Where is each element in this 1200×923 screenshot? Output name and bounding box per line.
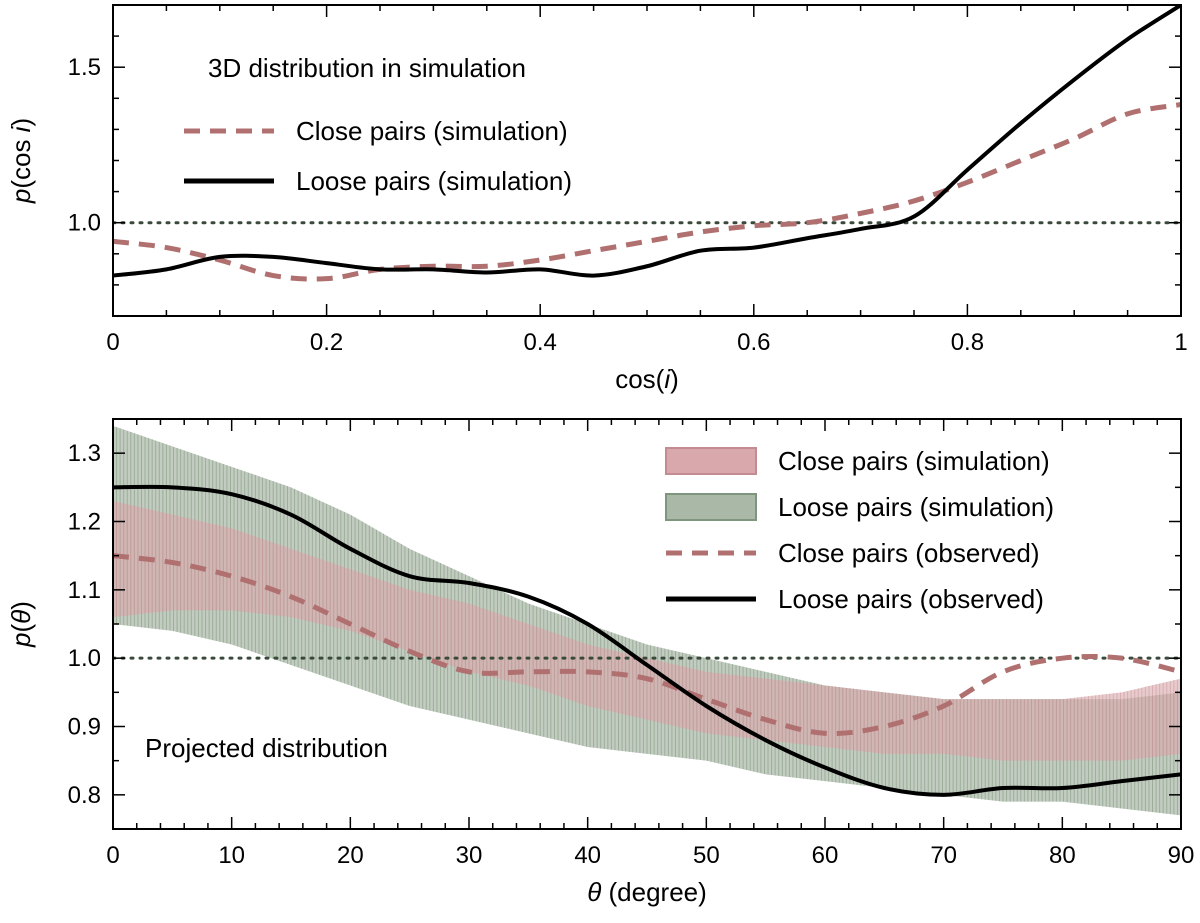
y-tick-label: 0.9: [68, 714, 101, 741]
x-tick-label: 80: [1049, 842, 1076, 869]
x-tick-label: 60: [812, 842, 839, 869]
band-hatching: [113, 501, 1181, 761]
y-tick-label: 1.2: [68, 509, 101, 536]
x-tick-label: 1: [1174, 329, 1187, 356]
panel-annotation: 3D distribution in simulation: [208, 53, 526, 83]
legend: Close pairs (simulation) Loose pairs (sim…: [184, 116, 572, 196]
legend-label: Loose pairs (simulation): [296, 166, 572, 196]
y-tick-label: 1.1: [68, 577, 101, 604]
x-tick-label: 0.6: [737, 329, 770, 356]
x-tick-label: 0.2: [310, 329, 343, 356]
y-tick-label: 1.0: [68, 645, 101, 672]
y-tick-label: 1.3: [68, 440, 101, 467]
legend-entry: Close pairs (simulation): [184, 116, 568, 146]
close-simulation-band: [113, 501, 1181, 761]
top-panel-3d-distribution: 0 0.2 0.4 0.6 0.8 1 1.0 1.5 cos(i) p(cos i) 3D dis…: [6, 4, 1188, 394]
legend-label: Close pairs (simulation): [296, 116, 568, 146]
plot-area: [113, 5, 1181, 282]
legend: Close pairs (simulation) Loose pairs (sim…: [665, 446, 1054, 614]
x-tick-label: 0.8: [951, 329, 984, 356]
y-tick-label: 0.8: [68, 782, 101, 809]
legend-entry: Loose pairs (observed): [666, 584, 1044, 614]
y-tick-label: 1.5: [68, 54, 101, 81]
legend-label: Loose pairs (observed): [778, 584, 1044, 614]
y-tick-label: 1.0: [68, 210, 101, 237]
x-tick-label: 50: [693, 842, 720, 869]
ticks: [112, 418, 1182, 830]
close-pairs-line: [113, 553, 1181, 737]
x-tick-label: 70: [930, 842, 957, 869]
legend-label: Loose pairs (simulation): [778, 492, 1054, 522]
legend-label: Close pairs (simulation): [778, 446, 1050, 476]
x-tick-label: 10: [218, 842, 245, 869]
legend-swatch-close-band: [665, 447, 757, 475]
x-tick-label: 90: [1168, 842, 1195, 869]
legend-entry: Close pairs (observed): [666, 538, 1040, 568]
y-axis-label: p(θ): [6, 601, 36, 648]
legend-label: Close pairs (observed): [778, 538, 1040, 568]
loose-pairs-line: [113, 5, 1181, 278]
legend-swatch-loose-band: [665, 493, 757, 521]
loose-pairs-line: [113, 484, 1181, 797]
x-tick-label: 40: [574, 842, 601, 869]
legend-entry: Close pairs (simulation): [665, 446, 1050, 476]
bottom-panel-projected-distribution: 0 10 20 30 40 50 60 70 80 90 0.8 0.9 1.0 1.1 1.2 1.3 θ (…: [6, 418, 1195, 907]
y-axis-label: p(cos i): [6, 118, 36, 204]
x-axis-label: θ (degree): [587, 877, 707, 907]
legend-entry: Loose pairs (simulation): [665, 492, 1054, 522]
plot-area: [113, 425, 1181, 816]
x-tick-label: 20: [337, 842, 364, 869]
panel-annotation: Projected distribution: [145, 733, 388, 763]
x-tick-label: 0: [106, 842, 119, 869]
legend-entry: Loose pairs (simulation): [184, 166, 572, 196]
x-axis-label: cos(i): [615, 364, 679, 394]
x-tick-label: 0: [106, 329, 119, 356]
x-tick-label: 0.4: [524, 329, 557, 356]
x-tick-label: 30: [456, 842, 483, 869]
ticks: [112, 4, 1182, 317]
band-area: [113, 501, 1181, 761]
